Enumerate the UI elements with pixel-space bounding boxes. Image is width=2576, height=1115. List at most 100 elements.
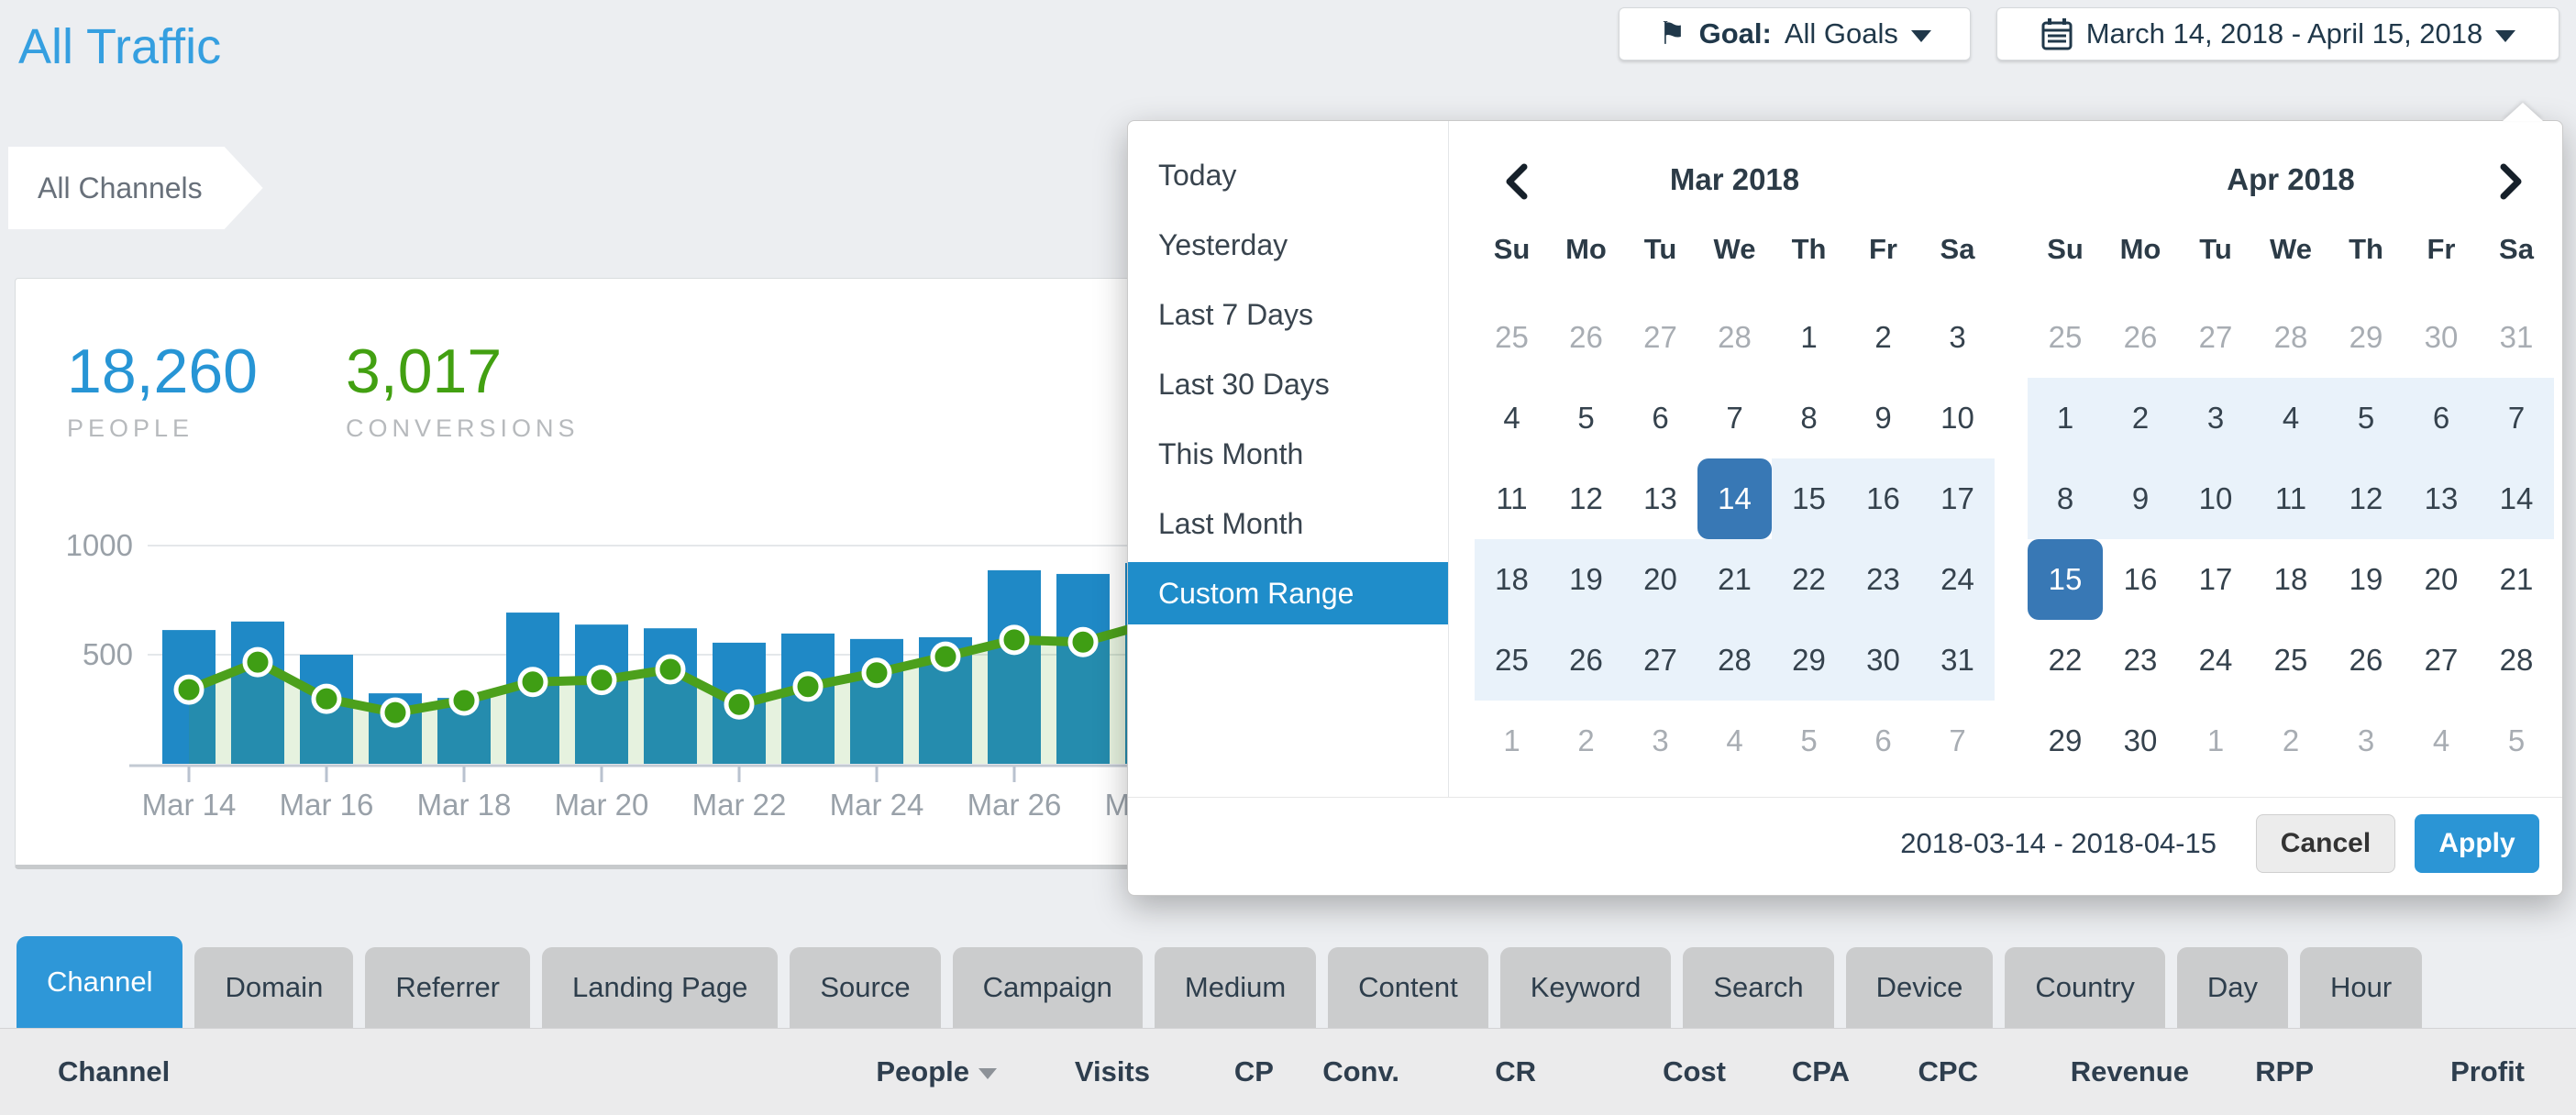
preset-last-7-days[interactable]: Last 7 Days	[1158, 297, 1313, 331]
calendar-day-20[interactable]: 20	[1623, 539, 1697, 620]
calendar-day-6[interactable]: 6	[2404, 378, 2479, 458]
calendar-day-13[interactable]: 13	[1643, 481, 1677, 515]
calendar-day-26[interactable]: 26	[2123, 320, 2158, 354]
calendar-day-3[interactable]: 3	[1652, 723, 1669, 757]
calendar-day-25[interactable]: 25	[1475, 620, 1549, 701]
column-header-rpp[interactable]: RPP	[2189, 1055, 2314, 1088]
calendar-day-25[interactable]: 25	[1495, 320, 1529, 354]
apply-button[interactable]: Apply	[2415, 814, 2539, 873]
calendar-day-10[interactable]: 10	[1940, 401, 1974, 435]
preset-this-month[interactable]: This Month	[1158, 436, 1304, 470]
tab-device[interactable]: Device	[1845, 947, 1994, 1028]
tab-content[interactable]: Content	[1328, 947, 1488, 1028]
calendar-day-27[interactable]: 27	[1643, 320, 1677, 354]
calendar-day-2[interactable]: 2	[1874, 320, 1892, 354]
tab-hour[interactable]: Hour	[2300, 947, 2423, 1028]
calendar-day-22[interactable]: 22	[2048, 643, 2083, 677]
calendar-day-14[interactable]: 14	[1697, 458, 1772, 539]
tab-keyword[interactable]: Keyword	[1499, 947, 1672, 1028]
column-header-visits[interactable]: Visits	[997, 1055, 1150, 1088]
calendar-day-7[interactable]: 7	[2479, 378, 2554, 458]
calendar-day-3[interactable]: 3	[2178, 378, 2253, 458]
calendar-day-6[interactable]: 6	[1874, 723, 1892, 757]
calendar-day-15[interactable]: 15	[1772, 458, 1846, 539]
calendar-day-28[interactable]: 28	[2499, 643, 2534, 677]
tab-referrer[interactable]: Referrer	[365, 947, 531, 1028]
calendar-day-4[interactable]: 4	[1503, 401, 1520, 435]
calendar-day-4[interactable]: 4	[2253, 378, 2328, 458]
calendar-day-17[interactable]: 17	[1920, 458, 1995, 539]
calendar-day-23[interactable]: 23	[2123, 643, 2158, 677]
calendar-day-4[interactable]: 4	[2432, 723, 2450, 757]
calendar-day-28[interactable]: 28	[1718, 320, 1752, 354]
preset-today[interactable]: Today	[1158, 158, 1237, 192]
calendar-day-31[interactable]: 31	[2499, 320, 2534, 354]
column-header-cr[interactable]: CR	[1399, 1055, 1536, 1088]
calendar-day-21[interactable]: 21	[2499, 562, 2534, 596]
column-header-conv[interactable]: Conv.	[1274, 1055, 1399, 1088]
preset-last-30-days[interactable]: Last 30 Days	[1158, 367, 1330, 401]
calendar-day-16[interactable]: 16	[2123, 562, 2158, 596]
column-header-cpa[interactable]: CPA	[1726, 1055, 1850, 1088]
calendar-day-5[interactable]: 5	[1800, 723, 1818, 757]
preset-yesterday[interactable]: Yesterday	[1158, 227, 1288, 261]
calendar-day-29[interactable]: 29	[2048, 723, 2083, 757]
calendar-day-5[interactable]: 5	[1577, 401, 1595, 435]
tab-day[interactable]: Day	[2176, 947, 2289, 1028]
tab-search[interactable]: Search	[1683, 947, 1834, 1028]
calendar-day-9[interactable]: 9	[1874, 401, 1892, 435]
calendar-day-18[interactable]: 18	[1475, 539, 1549, 620]
column-header-cpc[interactable]: CPC	[1850, 1055, 1978, 1088]
calendar-day-1[interactable]: 1	[1800, 320, 1818, 354]
calendar-day-9[interactable]: 9	[2103, 458, 2178, 539]
tab-landing-page[interactable]: Landing Page	[542, 947, 779, 1028]
calendar-day-16[interactable]: 16	[1846, 458, 1920, 539]
tab-source[interactable]: Source	[790, 947, 941, 1028]
tab-channel[interactable]: Channel	[17, 936, 183, 1028]
calendar-day-30[interactable]: 30	[2123, 723, 2158, 757]
calendar-day-12[interactable]: 12	[1569, 481, 1603, 515]
calendar-next-button[interactable]	[2493, 161, 2529, 202]
calendar-day-21[interactable]: 21	[1697, 539, 1772, 620]
calendar-day-26[interactable]: 26	[1549, 620, 1623, 701]
column-header-profit[interactable]: Profit	[2314, 1055, 2525, 1088]
calendar-day-10[interactable]: 10	[2178, 458, 2253, 539]
calendar-day-27[interactable]: 27	[1623, 620, 1697, 701]
tab-domain[interactable]: Domain	[194, 947, 354, 1028]
column-header-channel[interactable]: Channel	[58, 1055, 832, 1088]
calendar-day-15[interactable]: 15	[2028, 539, 2103, 620]
column-header-cost[interactable]: Cost	[1536, 1055, 1726, 1088]
calendar-day-11[interactable]: 11	[2253, 458, 2328, 539]
calendar-day-1[interactable]: 1	[1503, 723, 1520, 757]
calendar-day-12[interactable]: 12	[2328, 458, 2404, 539]
calendar-day-29[interactable]: 29	[2349, 320, 2383, 354]
calendar-day-1[interactable]: 1	[2206, 723, 2225, 757]
calendar-day-3[interactable]: 3	[2357, 723, 2375, 757]
tab-medium[interactable]: Medium	[1154, 947, 1317, 1028]
calendar-day-25[interactable]: 25	[2273, 643, 2308, 677]
calendar-day-22[interactable]: 22	[1772, 539, 1846, 620]
calendar-day-7[interactable]: 7	[1949, 723, 1966, 757]
calendar-day-30[interactable]: 30	[2424, 320, 2459, 354]
calendar-day-24[interactable]: 24	[2198, 643, 2233, 677]
date-range-button[interactable]: March 14, 2018 - April 15, 2018	[1996, 7, 2559, 61]
calendar-day-26[interactable]: 26	[2349, 643, 2383, 677]
preset-last-month[interactable]: Last Month	[1158, 506, 1304, 540]
calendar-day-18[interactable]: 18	[2273, 562, 2308, 596]
calendar-day-28[interactable]: 28	[1697, 620, 1772, 701]
calendar-day-17[interactable]: 17	[2198, 562, 2233, 596]
calendar-day-23[interactable]: 23	[1846, 539, 1920, 620]
calendar-day-28[interactable]: 28	[2273, 320, 2308, 354]
calendar-day-27[interactable]: 27	[2198, 320, 2233, 354]
calendar-day-11[interactable]: 11	[1496, 481, 1528, 515]
calendar-day-4[interactable]: 4	[1726, 723, 1743, 757]
column-header-people[interactable]: People	[832, 1055, 997, 1088]
tab-country[interactable]: Country	[2005, 947, 2165, 1028]
breadcrumb[interactable]: All Channels	[8, 147, 263, 229]
tab-campaign[interactable]: Campaign	[952, 947, 1143, 1028]
calendar-day-7[interactable]: 7	[1726, 401, 1743, 435]
calendar-day-24[interactable]: 24	[1920, 539, 1995, 620]
calendar-day-19[interactable]: 19	[2349, 562, 2383, 596]
goal-dropdown-button[interactable]: ⚑ Goal: All Goals	[1619, 7, 1971, 61]
calendar-day-2[interactable]: 2	[2282, 723, 2300, 757]
